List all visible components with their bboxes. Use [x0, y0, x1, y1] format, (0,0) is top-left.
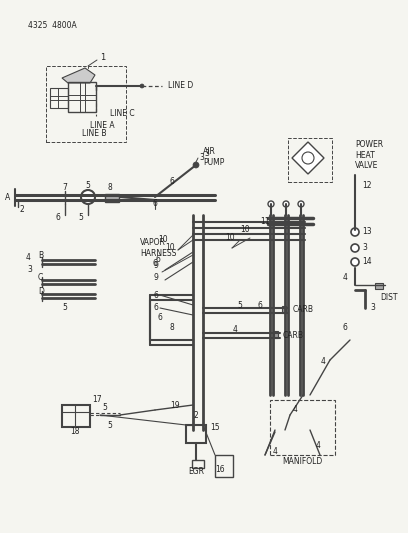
Text: D: D [38, 287, 44, 296]
Text: AIR
PUMP: AIR PUMP [203, 147, 224, 167]
Text: 4: 4 [26, 254, 31, 262]
Text: 10: 10 [240, 225, 250, 235]
Text: 6: 6 [343, 324, 348, 333]
Text: 5: 5 [102, 403, 107, 413]
Text: POWER
HEAT
VALVE: POWER HEAT VALVE [355, 140, 383, 170]
Text: 3: 3 [204, 149, 209, 157]
Text: 8: 8 [170, 324, 174, 333]
Text: 4: 4 [273, 448, 277, 456]
Text: 5: 5 [62, 303, 67, 312]
Text: 13: 13 [362, 228, 372, 237]
Bar [62, 405, 90, 427]
Bar [105, 194, 119, 202]
Text: 10: 10 [165, 244, 175, 253]
Bar [270, 400, 335, 455]
Text: 6: 6 [257, 301, 262, 310]
Bar [375, 283, 383, 289]
Text: 9: 9 [153, 273, 158, 282]
Bar [215, 455, 233, 477]
Text: EGR: EGR [188, 467, 204, 477]
Text: 7: 7 [62, 182, 67, 191]
Text: 6: 6 [152, 259, 157, 268]
Text: 6: 6 [157, 313, 162, 322]
Circle shape [268, 201, 274, 207]
Text: 2: 2 [194, 410, 198, 419]
Text: 4: 4 [343, 273, 348, 282]
Text: 10: 10 [225, 232, 235, 241]
Text: 17: 17 [92, 395, 102, 405]
Text: 5: 5 [86, 181, 91, 190]
Text: CARB: CARB [293, 305, 314, 314]
Text: 8: 8 [108, 182, 112, 191]
Text: 9: 9 [153, 262, 158, 271]
Text: 6: 6 [153, 198, 157, 207]
Text: MANIFOLD: MANIFOLD [282, 457, 322, 466]
Text: 6: 6 [170, 177, 175, 187]
Circle shape [298, 201, 304, 207]
Text: 1: 1 [100, 53, 105, 62]
Bar [192, 460, 204, 468]
Circle shape [140, 84, 144, 88]
Text: 3: 3 [199, 152, 204, 161]
Text: DIST: DIST [380, 294, 397, 303]
Text: 4: 4 [321, 358, 326, 367]
Text: 19: 19 [170, 400, 180, 409]
Text: 12: 12 [362, 181, 372, 190]
Text: 6: 6 [55, 214, 60, 222]
Text: B: B [38, 251, 43, 260]
Text: 10: 10 [158, 236, 168, 245]
Text: 5: 5 [108, 421, 113, 430]
Polygon shape [292, 142, 324, 174]
Bar [186, 425, 206, 443]
Text: 4: 4 [233, 326, 237, 335]
Text: 16: 16 [215, 465, 225, 474]
Text: LINE B: LINE B [82, 130, 106, 139]
Text: C: C [38, 273, 43, 282]
Bar [50, 88, 68, 108]
Text: LINE D: LINE D [168, 80, 193, 90]
Text: A: A [5, 192, 11, 201]
Text: VAPOR
HARNESS: VAPOR HARNESS [140, 238, 176, 257]
Circle shape [302, 152, 314, 164]
Text: 5: 5 [79, 214, 84, 222]
Text: 3: 3 [362, 244, 367, 253]
Text: 3: 3 [370, 303, 375, 312]
Text: 15: 15 [210, 423, 220, 432]
Text: 6: 6 [155, 255, 160, 264]
Text: 5: 5 [237, 301, 242, 310]
Text: 18: 18 [70, 427, 80, 437]
Text: 2: 2 [20, 205, 24, 214]
Bar [274, 331, 278, 338]
Circle shape [351, 228, 359, 236]
Text: 4: 4 [315, 440, 320, 449]
Text: 14: 14 [362, 257, 372, 266]
Text: 11: 11 [260, 217, 270, 227]
Circle shape [351, 258, 359, 266]
Text: 6: 6 [153, 303, 158, 312]
Polygon shape [62, 68, 95, 83]
Text: CARB: CARB [283, 330, 304, 340]
Circle shape [81, 190, 95, 204]
Text: 4: 4 [293, 406, 297, 415]
Text: LINE A: LINE A [90, 122, 115, 131]
Bar [282, 306, 286, 313]
Bar [288, 138, 332, 182]
Text: 4325  4800A: 4325 4800A [28, 20, 77, 29]
Text: 3: 3 [28, 265, 33, 274]
Text: LINE C: LINE C [110, 109, 135, 117]
Circle shape [193, 162, 199, 168]
Circle shape [351, 244, 359, 252]
Circle shape [283, 201, 289, 207]
Bar [68, 82, 96, 112]
Text: 6: 6 [153, 290, 158, 300]
Bar [46, 66, 126, 142]
